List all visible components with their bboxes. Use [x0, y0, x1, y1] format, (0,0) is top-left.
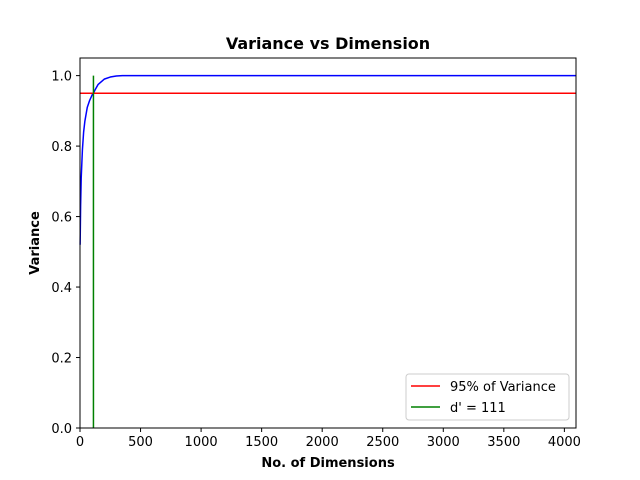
plot-frame [79, 57, 577, 429]
y-tick-label: 0.6 [51, 211, 72, 226]
chart-title: Variance vs Dimension [226, 34, 430, 53]
x-tick-label: 2000 [306, 435, 339, 450]
x-tick-label: 4000 [548, 435, 581, 450]
x-axis-ticks: 0 500 1000 1500 2000 2500 3000 3500 4000 [76, 428, 581, 450]
x-axis-label: No. of Dimensions [261, 456, 395, 471]
legend-box [405, 373, 570, 421]
x-tick-label: 3000 [427, 435, 460, 450]
x-tick-label: 0 [76, 435, 84, 450]
y-tick-label: 0.0 [51, 422, 72, 437]
x-tick-label: 2500 [366, 435, 399, 450]
legend: 95% of Variance d' = 111 [405, 373, 570, 421]
y-tick-label: 1.0 [51, 70, 72, 85]
y-axis-label: Variance [28, 211, 43, 275]
x-tick-label: 3500 [487, 435, 520, 450]
y-tick-label: 0.8 [51, 140, 72, 155]
x-tick-label: 500 [128, 435, 153, 450]
y-tick-label: 0.2 [51, 352, 72, 367]
plot-lines [79, 74, 576, 428]
y-tick-label: 0.4 [51, 281, 72, 296]
legend-label-dimension-cutoff: d' = 111 [450, 401, 506, 416]
x-tick-label: 1500 [245, 435, 278, 450]
y-axis-ticks: 0.0 0.2 0.4 0.6 0.8 1.0 [51, 70, 80, 437]
x-tick-label: 1000 [185, 435, 218, 450]
series-line-0 [79, 74, 576, 245]
legend-label-variance-threshold: 95% of Variance [450, 380, 556, 395]
